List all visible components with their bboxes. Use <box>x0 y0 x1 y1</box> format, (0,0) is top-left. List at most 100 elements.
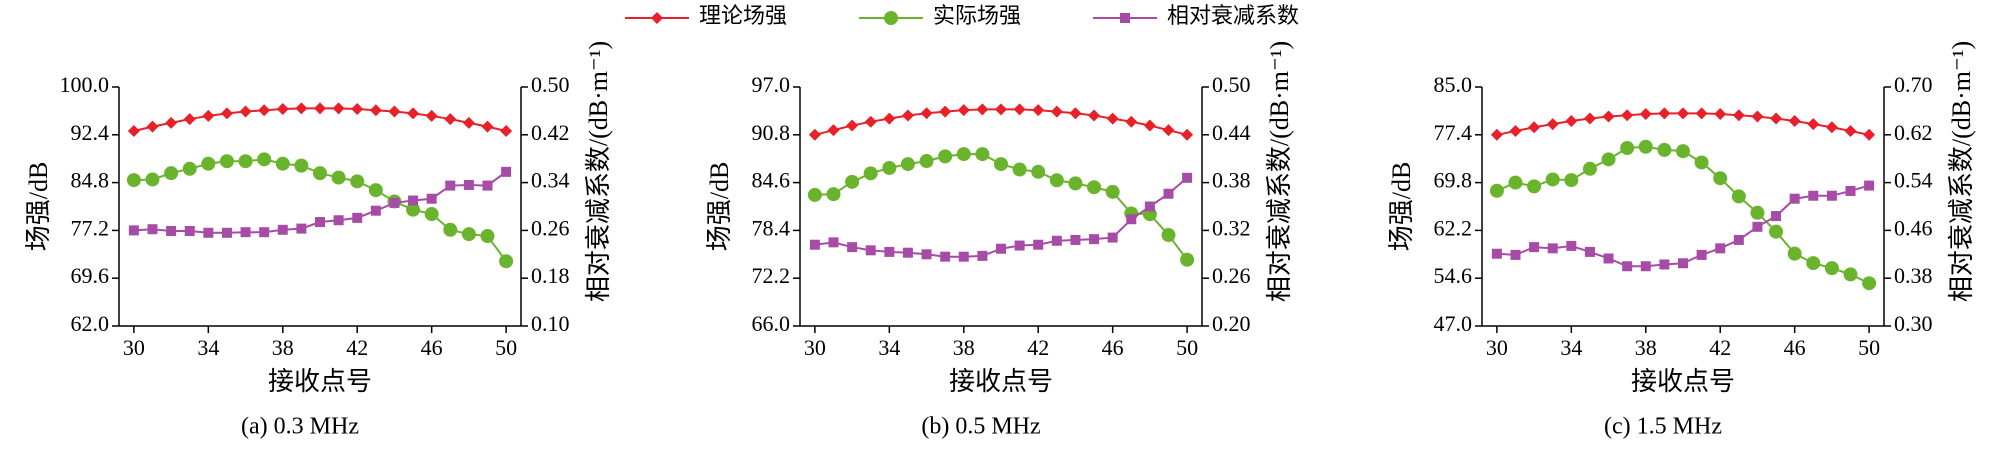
marker <box>865 245 876 256</box>
marker <box>1601 152 1616 167</box>
marker <box>258 104 271 117</box>
marker <box>1106 112 1119 125</box>
marker <box>1182 172 1193 183</box>
marker <box>1491 248 1502 259</box>
marker <box>1014 240 1025 251</box>
marker <box>1051 235 1062 246</box>
marker <box>864 115 877 128</box>
marker <box>957 104 970 117</box>
marker <box>166 225 177 236</box>
marker <box>1584 246 1595 257</box>
marker <box>480 229 495 244</box>
marker <box>940 251 951 262</box>
marker <box>220 107 233 120</box>
marker <box>995 103 1007 116</box>
marker <box>463 179 474 190</box>
marker <box>1843 267 1858 282</box>
marker <box>444 113 457 126</box>
marker <box>1789 193 1800 204</box>
marker <box>1070 234 1081 245</box>
marker <box>147 224 158 235</box>
x-axis-label: 接收点号 <box>1631 367 1735 396</box>
legend-marker <box>884 11 898 25</box>
marker <box>201 156 216 171</box>
marker <box>1622 261 1633 272</box>
marker <box>1050 105 1063 118</box>
x-tick-label: 42 <box>1027 335 1049 360</box>
y-axis-label: 场强/dB <box>1387 162 1416 252</box>
marker <box>1049 173 1064 188</box>
marker <box>1089 234 1100 245</box>
marker <box>939 105 952 118</box>
y2-tick-label: 0.20 <box>1212 311 1251 336</box>
x-tick-label: 34 <box>1560 335 1582 360</box>
marker <box>352 212 363 223</box>
y-tick-label: 54.6 <box>1434 263 1473 288</box>
marker <box>296 223 307 234</box>
marker <box>900 157 915 172</box>
marker <box>958 251 969 262</box>
marker <box>445 180 456 191</box>
marker <box>845 174 860 189</box>
marker <box>1715 243 1726 254</box>
y2-tick-label: 0.32 <box>1212 215 1251 240</box>
legend-label: 实际场强 <box>933 3 1021 28</box>
marker <box>1105 184 1120 199</box>
marker <box>1087 180 1102 195</box>
marker <box>238 154 253 169</box>
marker <box>1695 107 1708 120</box>
marker <box>1547 243 1558 254</box>
y-axis-label: 场强/dB <box>705 162 734 252</box>
y2-tick-label: 0.34 <box>531 168 570 193</box>
marker <box>1144 201 1155 212</box>
marker <box>1180 252 1195 267</box>
marker <box>1640 261 1651 272</box>
marker <box>165 116 178 129</box>
marker <box>275 156 290 171</box>
legend-label: 相对衰减系数 <box>1167 3 1299 28</box>
marker <box>1752 221 1763 232</box>
y-axis-label: 场强/dB <box>24 162 53 252</box>
marker <box>126 173 141 188</box>
y2-tick-label: 0.26 <box>531 215 570 240</box>
legend-marker <box>1120 13 1130 23</box>
y2-tick-label: 0.42 <box>531 120 570 145</box>
marker <box>408 195 419 206</box>
marker <box>1863 128 1876 141</box>
marker <box>1603 253 1614 264</box>
marker <box>240 227 251 238</box>
y-tick-label: 66.0 <box>752 311 791 336</box>
y-tick-label: 77.4 <box>1434 120 1473 145</box>
marker <box>1013 103 1026 116</box>
subplot-caption: (b) 0.5 MHz <box>921 414 1040 440</box>
marker <box>1826 190 1837 201</box>
marker <box>994 157 1008 172</box>
marker <box>826 187 841 202</box>
marker <box>1732 109 1745 122</box>
marker <box>1069 107 1082 120</box>
marker <box>183 113 196 126</box>
marker <box>1657 142 1672 157</box>
marker <box>370 205 381 216</box>
marker <box>1566 240 1577 251</box>
marker <box>221 227 232 238</box>
x-tick-label: 46 <box>1102 335 1124 360</box>
marker <box>1659 259 1670 270</box>
y2-tick-label: 0.50 <box>1212 72 1251 97</box>
marker <box>1620 141 1635 156</box>
marker <box>847 242 858 253</box>
marker <box>938 149 953 164</box>
marker <box>1032 104 1045 117</box>
marker <box>461 227 476 242</box>
marker <box>1545 172 1560 187</box>
marker <box>1713 171 1728 186</box>
marker <box>351 103 364 116</box>
x-axis-label: 接收点号 <box>949 367 1053 396</box>
marker <box>1751 110 1764 123</box>
marker <box>332 102 345 115</box>
marker <box>1824 261 1839 276</box>
marker <box>1162 124 1175 137</box>
y2-tick-label: 0.38 <box>1212 168 1251 193</box>
marker <box>827 124 840 137</box>
marker <box>1621 109 1634 122</box>
